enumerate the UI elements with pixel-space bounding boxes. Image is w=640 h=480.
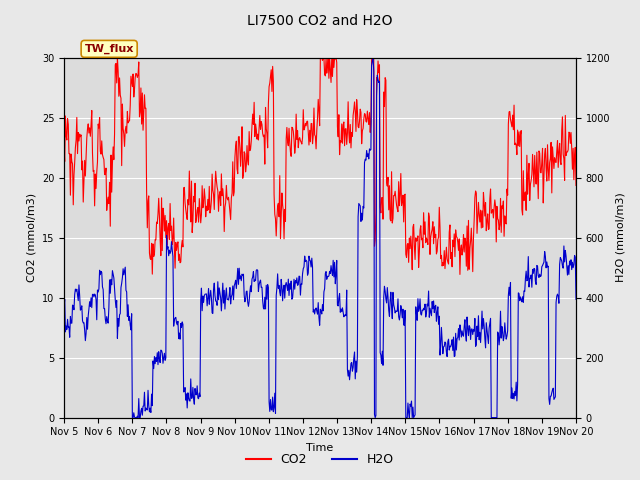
Y-axis label: H2O (mmol/m3): H2O (mmol/m3) [616,193,626,282]
Y-axis label: CO2 (mmol/m3): CO2 (mmol/m3) [26,193,36,282]
Text: TW_flux: TW_flux [84,44,134,54]
Text: LI7500 CO2 and H2O: LI7500 CO2 and H2O [247,14,393,28]
Legend: CO2, H2O: CO2, H2O [241,448,399,471]
X-axis label: Time: Time [307,443,333,453]
